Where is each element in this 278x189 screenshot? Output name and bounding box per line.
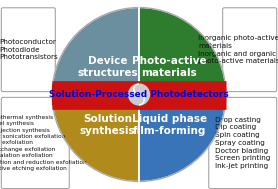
Text: Inorganic photo-active
materials
Inorganic and organic hybrid
photo-active mater: Inorganic photo-active materials Inorgan…	[198, 35, 278, 64]
FancyBboxPatch shape	[209, 97, 277, 189]
Text: Solution
synthesis: Solution synthesis	[80, 114, 136, 136]
FancyBboxPatch shape	[1, 97, 69, 189]
Text: Photo-active
materials: Photo-active materials	[132, 56, 207, 77]
Wedge shape	[52, 94, 139, 181]
FancyBboxPatch shape	[1, 8, 55, 92]
Text: Photoconductor
Photodiode
Phototransistors: Photoconductor Photodiode Phototransisto…	[0, 39, 58, 60]
Wedge shape	[139, 94, 226, 181]
Text: Hydrothermal synthesis
Sol-Gel synthesis
Hot injection synthesis
Direct sonicati: Hydrothermal synthesis Sol-Gel synthesis…	[0, 115, 87, 171]
Wedge shape	[52, 8, 139, 94]
Wedge shape	[139, 8, 226, 94]
Text: Device
structures: Device structures	[78, 56, 138, 77]
Text: Liquid phase
film-forming: Liquid phase film-forming	[132, 114, 207, 136]
FancyBboxPatch shape	[223, 8, 277, 92]
Text: Solution-Processed Photodetectors: Solution-Processed Photodetectors	[49, 90, 229, 99]
Circle shape	[128, 84, 150, 105]
Text: Drop casting
Dip coating
Spin coating
Spray coating
Doctor blading
Screen printi: Drop casting Dip coating Spin coating Sp…	[215, 117, 270, 169]
FancyBboxPatch shape	[52, 84, 226, 105]
